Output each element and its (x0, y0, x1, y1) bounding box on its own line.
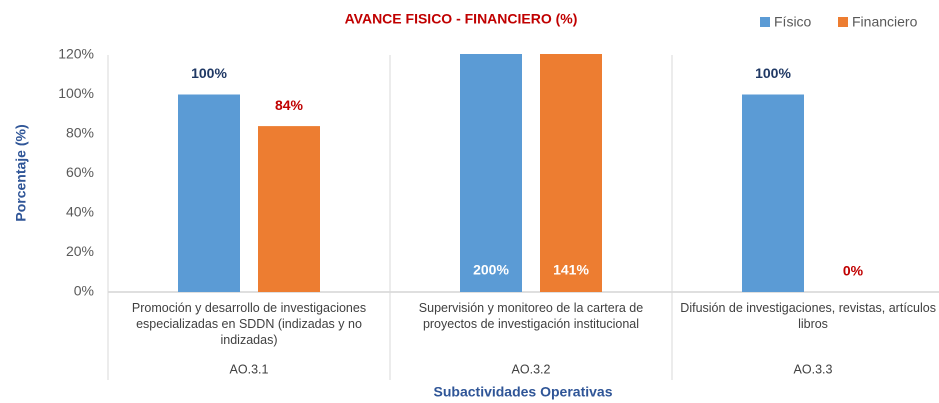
data-label: 100% (191, 65, 227, 81)
y-tick-label: 0% (74, 283, 94, 299)
group-label: AO.3.2 (512, 362, 551, 376)
data-label: 141% (553, 262, 589, 278)
data-label: 100% (755, 65, 791, 81)
y-tick-label: 120% (58, 46, 94, 62)
x-tick-label: Supervisión y monitoreo de la cartera de… (418, 301, 644, 331)
y-tick-label: 100% (58, 85, 94, 101)
bar (742, 94, 804, 292)
y-tick-label: 40% (66, 204, 94, 220)
legend-swatch (838, 17, 848, 27)
bar (460, 54, 522, 292)
legend-label: Financiero (852, 14, 918, 30)
y-tick-label: 20% (66, 243, 94, 259)
data-label: 84% (275, 97, 304, 113)
bar (178, 94, 240, 292)
bar (258, 126, 320, 292)
x-tick-label: Difusión de investigaciones, revistas, a… (680, 301, 939, 331)
data-label: 0% (843, 263, 864, 279)
bar (540, 54, 602, 293)
group-label: AO.3.3 (794, 362, 833, 376)
legend-label: Físico (774, 14, 812, 30)
x-axis-label: Subactividades Operativas (434, 384, 613, 400)
chart-title: AVANCE FISICO - FINANCIERO (%) (345, 11, 578, 27)
plot-area (178, 54, 804, 293)
y-tick-label: 80% (66, 125, 94, 141)
legend-swatch (760, 17, 770, 27)
x-tick-label: Promoción y desarrollo de investigacione… (131, 301, 367, 347)
y-tick-label: 60% (66, 164, 94, 180)
data-label: 200% (473, 262, 509, 278)
y-axis-label: Porcentaje (%) (13, 124, 29, 221)
group-label: AO.3.1 (230, 362, 269, 376)
